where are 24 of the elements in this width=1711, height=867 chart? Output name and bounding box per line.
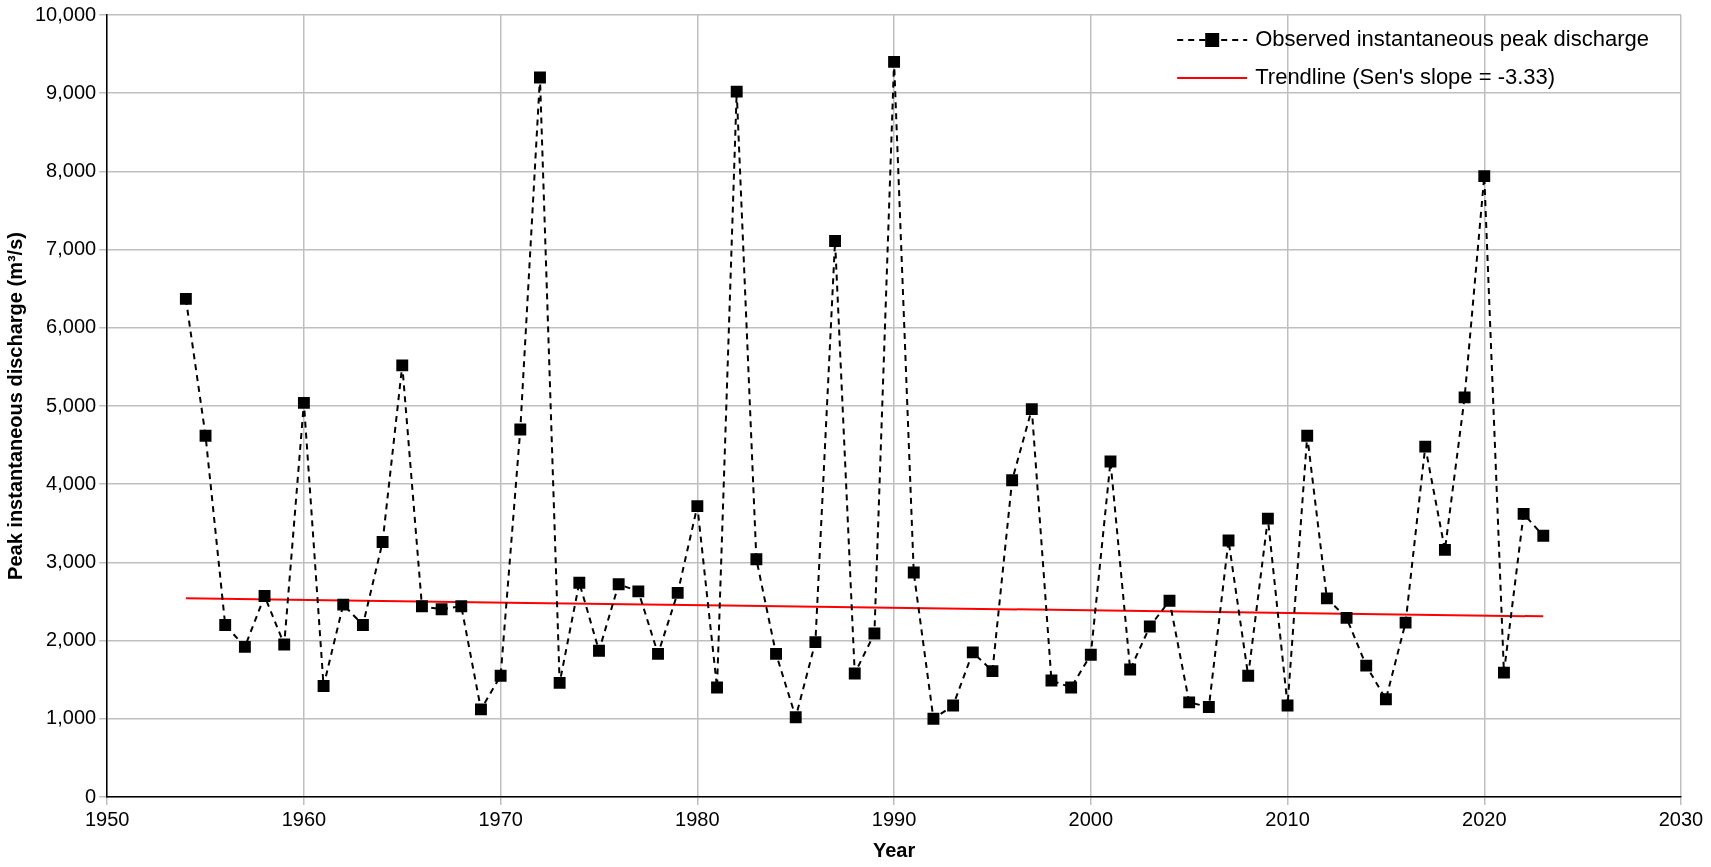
x-tick-label: 1980 (675, 807, 720, 830)
x-tick-label: 2010 (1265, 807, 1310, 830)
y-tick-label: 9,000 (46, 80, 97, 103)
x-tick-label: 2000 (1068, 807, 1114, 830)
x-tick-label: 1970 (478, 807, 523, 830)
y-tick-label: 7,000 (46, 237, 97, 260)
x-tick-label: 2020 (1462, 807, 1507, 830)
y-tick-label: 5,000 (46, 393, 97, 416)
y-tick-label: 1,000 (46, 706, 97, 729)
y-tick-label: 6,000 (46, 315, 97, 338)
legend-label: Trendline (Sen's slope = -3.33) (1255, 64, 1556, 90)
y-tick-label: 8,000 (46, 158, 97, 181)
x-tick-label: 1950 (84, 807, 130, 830)
x-tick-label: 1990 (871, 807, 917, 830)
y-tick-label: 4,000 (46, 471, 97, 494)
y-tick-label: 2,000 (46, 628, 97, 651)
legend-label: Observed instantaneous peak discharge (1255, 26, 1649, 52)
y-axis-title: Peak instantaneous discharge (m³/s) (3, 232, 26, 580)
x-tick-label: 1960 (281, 807, 327, 830)
x-tick-label: 2030 (1658, 807, 1704, 830)
y-tick-label: 0 (85, 784, 97, 807)
x-axis-title: Year (872, 838, 916, 861)
y-tick-label: 3,000 (46, 549, 97, 572)
y-tick-label: 10,000 (35, 2, 97, 25)
